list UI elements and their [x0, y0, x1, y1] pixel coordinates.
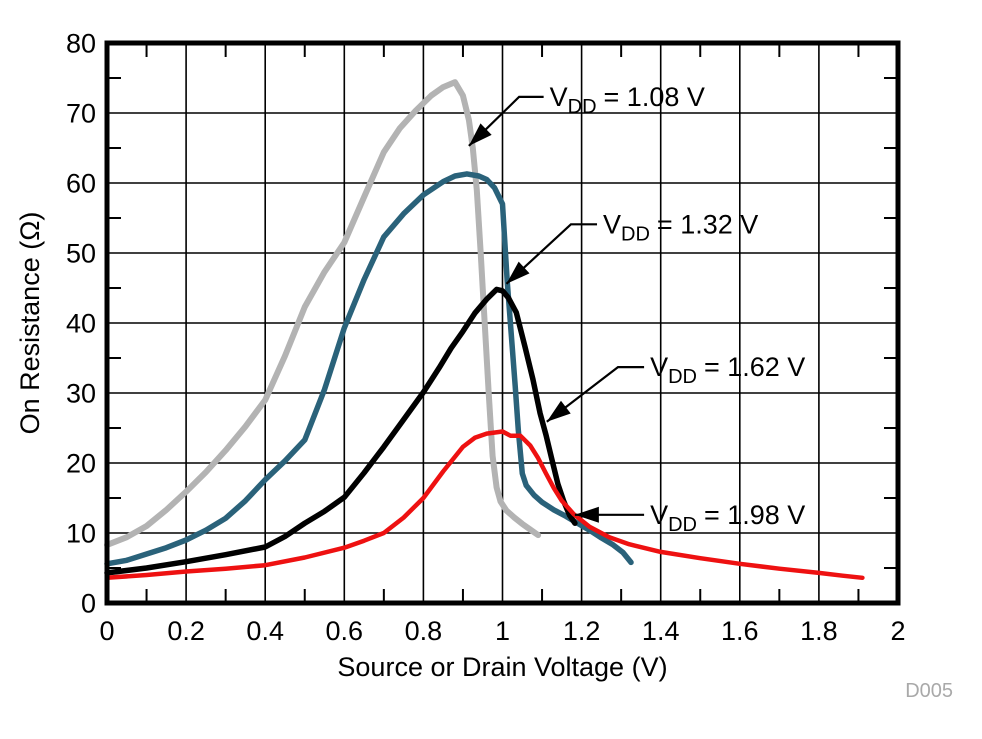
label-subscript: DD: [668, 366, 697, 388]
ann-vdd-1-32-label: VDD = 1.32 V: [603, 209, 758, 245]
x-tick-label: 0.4: [246, 616, 284, 646]
gridlines: [107, 43, 898, 603]
ann-vdd-1-98-label: VDD = 1.98 V: [650, 500, 805, 536]
curve-vdd-1-98: [104, 429, 865, 581]
label-subscript: DD: [621, 223, 650, 245]
ann-vdd-1-32-arrowhead: [506, 261, 530, 284]
plot-border: [104, 40, 901, 606]
figure-id-watermark: D005: [905, 680, 953, 702]
y-tick-label: 0: [81, 589, 96, 619]
y-tick-labels: 0 10 20 30 40 50 60 70 80: [66, 29, 96, 619]
x-tick-label: 0.6: [326, 616, 364, 646]
y-tick-label: 40: [66, 309, 96, 339]
x-tick-label: 0: [99, 616, 114, 646]
ann-vdd-1-62-leader: [546, 366, 645, 423]
x-tick-label: 1.4: [642, 616, 680, 646]
x-tick-label: 1.6: [721, 616, 759, 646]
ann-vdd-1-62-label: VDD = 1.62 V: [650, 352, 805, 388]
curve-vdd-1-62: [104, 286, 578, 576]
label-subscript: DD: [668, 514, 697, 536]
series: [104, 79, 865, 581]
label-value: = 1.32 V: [657, 209, 758, 239]
y-tick-label: 10: [66, 519, 96, 549]
y-tick-label: 30: [66, 379, 96, 409]
ann-vdd-1-62-arrowhead: [546, 400, 571, 422]
label-value: = 1.62 V: [704, 352, 805, 382]
y-tick-label: 20: [66, 449, 96, 479]
x-tick-label: 1: [495, 616, 510, 646]
curve-vdd-1-32: [104, 171, 634, 567]
x-axis-title: Source or Drain Voltage (V): [337, 652, 667, 682]
label-value: = 1.08 V: [604, 82, 705, 112]
x-tick-label: 1.2: [563, 616, 601, 646]
y-tick-label: 80: [66, 29, 96, 59]
y-tick-label: 60: [66, 169, 96, 199]
label-subscript: DD: [568, 96, 597, 118]
x-tick-label: 1.8: [800, 616, 838, 646]
x-tick-label: 0.8: [405, 616, 443, 646]
ann-vdd-1-32-leader: [505, 223, 598, 285]
ann-vdd-1-98-arrowhead: [574, 506, 599, 523]
minor-ticks: [107, 43, 898, 603]
curve-vdd-1-08: [104, 79, 542, 548]
y-tick-label: 50: [66, 239, 96, 269]
ann-vdd-1-08-arrowhead: [468, 123, 492, 146]
x-tick-label: 2: [890, 616, 905, 646]
x-tick-labels: 0 0.2 0.4 0.6 0.8 1 1.2 1.4 1.6 1.8 2: [99, 616, 905, 646]
label-value: = 1.98 V: [704, 500, 805, 530]
x-tick-label: 0.2: [167, 616, 205, 646]
y-axis-title: On Resistance (Ω): [15, 212, 45, 435]
y-tick-label: 70: [66, 99, 96, 129]
